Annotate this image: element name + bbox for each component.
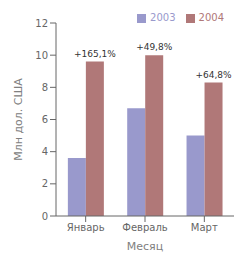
svg-text:6: 6: [42, 114, 48, 125]
svg-text:+165,1%: +165,1%: [74, 49, 116, 59]
svg-text:2: 2: [42, 178, 48, 189]
svg-text:+49,8%: +49,8%: [136, 42, 173, 52]
html-text:2004: 2004: [198, 12, 224, 23]
svg-text:+64,8%: +64,8%: [195, 70, 232, 80]
svg-text:Февраль: Февраль: [122, 222, 168, 233]
svg-text:8: 8: [42, 82, 48, 93]
svg-text:Январь: Январь: [67, 222, 105, 233]
svg-text:10: 10: [35, 50, 48, 61]
svg-text:12: 12: [35, 18, 48, 29]
svg-text:4: 4: [42, 146, 48, 157]
svg-text:Март: Март: [191, 222, 218, 233]
html-text:2003: 2003: [150, 12, 176, 23]
svg-text:Млн дол. США: Млн дол. США: [12, 78, 25, 161]
svg-text:Месяц: Месяц: [127, 240, 163, 253]
svg-text:0: 0: [42, 211, 48, 222]
